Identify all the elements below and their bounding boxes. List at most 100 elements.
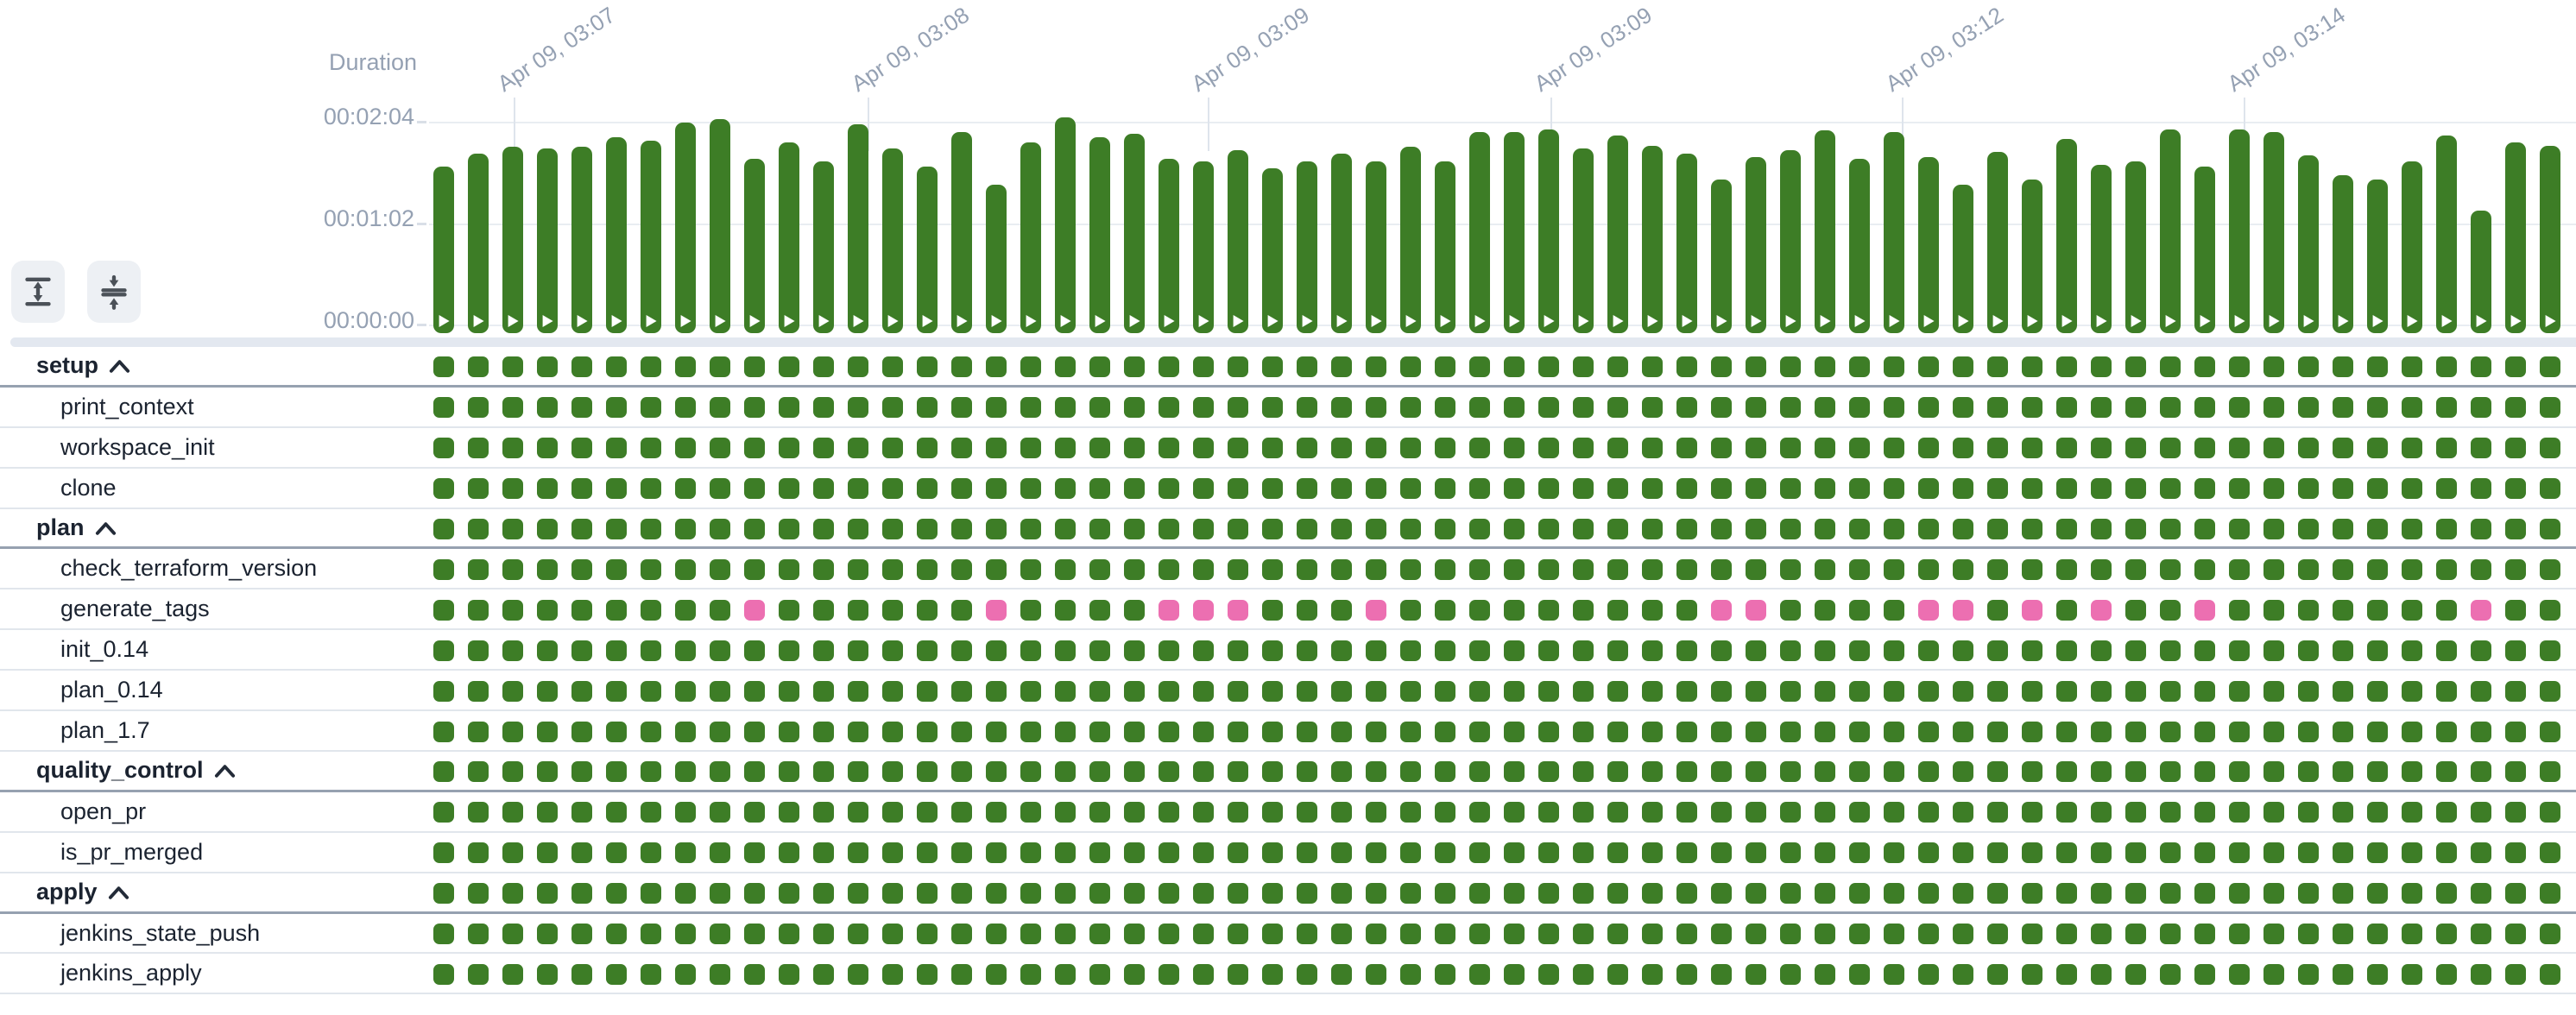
status-cell-success[interactable] [1780,883,1801,905]
status-cell-success[interactable] [2229,558,2250,580]
status-cell-success[interactable] [1538,519,1559,540]
status-cell-success[interactable] [2091,761,2112,783]
status-cell-success[interactable] [1780,397,1801,419]
status-cell-success[interactable] [1711,842,1732,864]
status-cell-success[interactable] [1780,963,1801,985]
status-cell-success[interactable] [606,721,627,742]
status-cell-success[interactable] [641,478,661,500]
status-cell-success[interactable] [1711,438,1732,459]
status-cell-success[interactable] [1193,802,1214,823]
status-cell-success[interactable] [2160,924,2181,945]
duration-bar[interactable] [1676,154,1697,333]
status-cell-success[interactable] [2263,842,2284,864]
status-cell-success[interactable] [537,842,558,864]
status-cell-success[interactable] [2160,356,2181,378]
status-cell-success[interactable] [986,356,1007,378]
status-cell-success[interactable] [1089,438,1110,459]
status-cell-success[interactable] [710,640,730,661]
status-cell-success[interactable] [2022,397,2042,419]
status-cell-success[interactable] [710,438,730,459]
status-cell-success[interactable] [1020,558,1041,580]
status-cell-success[interactable] [468,640,489,661]
status-cell-success[interactable] [917,558,938,580]
duration-bar[interactable] [1746,156,1766,333]
status-cell-success[interactable] [571,761,592,783]
status-cell-success[interactable] [2333,883,2353,905]
status-cell-success[interactable] [1228,519,1248,540]
status-cell-success[interactable] [1469,802,1490,823]
status-cell-success[interactable] [1918,519,1939,540]
status-cell-success[interactable] [986,558,1007,580]
status-cell-success[interactable] [2333,438,2353,459]
status-cell-success[interactable] [502,680,523,702]
status-cell-success[interactable] [2056,842,2077,864]
status-cell-success[interactable] [2229,680,2250,702]
status-cell-success[interactable] [813,519,834,540]
status-cell-success[interactable] [2298,802,2319,823]
status-cell-success[interactable] [2505,883,2526,905]
status-cell-success[interactable] [2056,802,2077,823]
status-cell-success[interactable] [1676,761,1697,783]
status-cell-success[interactable] [2194,519,2215,540]
status-cell-success[interactable] [2125,397,2146,419]
status-cell-success[interactable] [2263,356,2284,378]
duration-bar[interactable] [1642,145,1663,333]
status-cell-success[interactable] [1746,438,1766,459]
status-cell-success[interactable] [675,397,696,419]
status-cell-success[interactable] [606,558,627,580]
duration-bar[interactable] [1987,152,2008,333]
status-cell-success[interactable] [502,761,523,783]
status-cell-success[interactable] [2367,761,2388,783]
status-cell-success[interactable] [1746,802,1766,823]
status-cell-success[interactable] [1607,883,1628,905]
status-cell-success[interactable] [1366,397,1386,419]
status-cell-success[interactable] [1815,924,1835,945]
status-cell-success[interactable] [1124,883,1145,905]
status-cell-success[interactable] [2540,438,2560,459]
status-cell-success[interactable] [1642,519,1663,540]
status-cell-success[interactable] [468,438,489,459]
status-cell-success[interactable] [1815,802,1835,823]
status-cell-unstable[interactable] [1366,599,1386,621]
status-cell-success[interactable] [2091,356,2112,378]
status-cell-success[interactable] [2540,963,2560,985]
status-cell-success[interactable] [1331,599,1352,621]
status-cell-success[interactable] [1538,963,1559,985]
status-cell-success[interactable] [2471,842,2491,864]
status-cell-success[interactable] [2125,558,2146,580]
status-cell-success[interactable] [468,356,489,378]
status-cell-success[interactable] [1918,356,1939,378]
status-cell-success[interactable] [2160,761,2181,783]
duration-bar[interactable] [1953,185,1973,333]
status-cell-success[interactable] [2229,842,2250,864]
status-cell-success[interactable] [1815,438,1835,459]
status-cell-success[interactable] [813,924,834,945]
status-cell-success[interactable] [1918,883,1939,905]
duration-bar[interactable] [1089,137,1110,333]
status-cell-success[interactable] [2367,478,2388,500]
status-cell-success[interactable] [1089,519,1110,540]
status-cell-success[interactable] [2022,842,2042,864]
status-cell-success[interactable] [2436,438,2457,459]
status-cell-success[interactable] [1780,558,1801,580]
status-cell-success[interactable] [1297,680,1317,702]
status-cell-success[interactable] [537,397,558,419]
status-cell-success[interactable] [433,640,454,661]
status-cell-success[interactable] [1987,438,2008,459]
status-cell-success[interactable] [1228,802,1248,823]
status-cell-success[interactable] [1676,721,1697,742]
status-cell-success[interactable] [2091,842,2112,864]
status-cell-success[interactable] [779,519,799,540]
status-cell-success[interactable] [1815,883,1835,905]
status-cell-success[interactable] [1918,761,1939,783]
status-cell-success[interactable] [1711,680,1732,702]
status-cell-success[interactable] [1020,438,1041,459]
status-cell-success[interactable] [468,924,489,945]
status-cell-success[interactable] [1400,558,1421,580]
status-cell-success[interactable] [2056,883,2077,905]
status-cell-success[interactable] [1435,721,1455,742]
status-cell-success[interactable] [2367,640,2388,661]
status-cell-success[interactable] [571,519,592,540]
status-cell-success[interactable] [606,802,627,823]
status-cell-success[interactable] [1780,761,1801,783]
